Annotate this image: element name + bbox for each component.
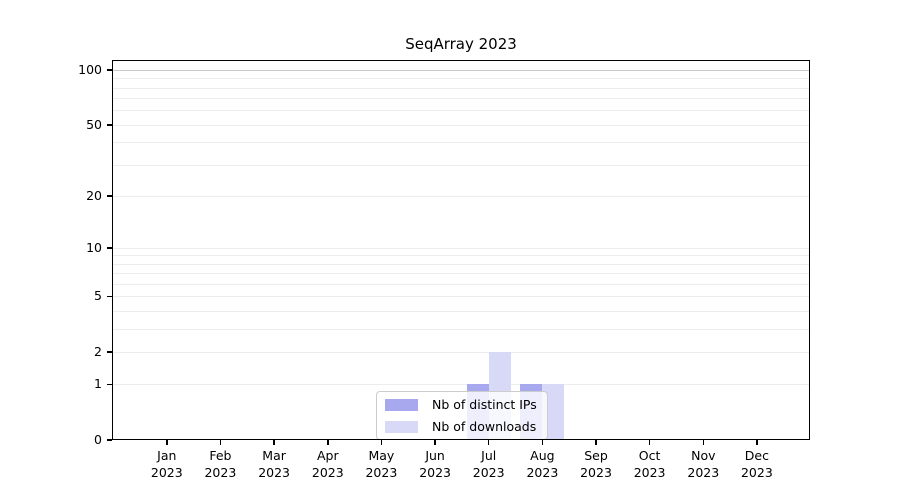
gridline: [112, 110, 810, 112]
x-tick-month: May: [368, 448, 395, 463]
axes-spines: [112, 60, 810, 440]
x-tick-month: Mar: [262, 448, 286, 463]
gridline: [112, 98, 810, 100]
x-tick-mark: [166, 440, 168, 445]
y-tick-mark: [107, 195, 112, 197]
x-tick-year: 2023: [526, 465, 559, 480]
y-tick-label: 2: [94, 343, 102, 359]
y-tick-mark: [107, 124, 112, 126]
x-tick-label: Jul 2023: [473, 447, 505, 481]
x-tick-year: 2023: [258, 465, 290, 480]
x-tick-year: 2023: [204, 465, 237, 480]
gridline: [112, 164, 810, 166]
x-tick-month: Sep: [584, 448, 608, 463]
x-tick-mark: [434, 440, 436, 445]
y-tick-mark: [107, 439, 112, 441]
x-tick-year: 2023: [419, 465, 451, 480]
x-tick-month: Jul: [481, 448, 497, 463]
gridline: [112, 328, 810, 330]
x-tick-label: Dec 2023: [741, 447, 773, 481]
gridline: [112, 78, 810, 80]
y-tick-mark: [107, 351, 112, 353]
legend-label-distinct-ips: Nb of distinct IPs: [432, 397, 537, 412]
x-tick-label: Oct 2023: [634, 447, 666, 481]
gridline: [112, 284, 810, 285]
gridline: [112, 195, 810, 197]
x-tick-mark: [219, 440, 222, 445]
x-tick-label: Jun 2023: [419, 447, 451, 481]
y-tick-mark: [107, 295, 112, 298]
x-tick-year: 2023: [633, 465, 666, 480]
gridline: [112, 273, 810, 275]
gridline: [112, 70, 810, 71]
x-tick-label: Jan 2023: [151, 447, 183, 481]
x-tick-label: Mar 2023: [258, 447, 290, 481]
gridline: [112, 384, 810, 386]
legend: Nb of distinct IPs Nb of downloads: [376, 391, 548, 440]
x-tick-year: 2023: [150, 465, 183, 480]
y-tick-label: 20: [86, 187, 102, 203]
legend-item-distinct-ips: Nb of distinct IPs: [385, 396, 537, 413]
y-tick-mark: [107, 247, 112, 249]
y-tick-label: 100: [78, 62, 102, 77]
gridline: [112, 87, 810, 89]
x-tick-mark: [702, 440, 704, 445]
x-tick-mark: [273, 440, 275, 445]
x-tick-label: Feb 2023: [204, 447, 236, 481]
x-tick-year: 2023: [740, 465, 773, 480]
x-tick-label: May 2023: [365, 447, 397, 481]
x-tick-label: Apr 2023: [312, 447, 344, 481]
gridline: [112, 351, 810, 353]
y-tick-label: 50: [86, 116, 102, 132]
x-tick-mark: [541, 440, 544, 445]
x-tick-year: 2023: [365, 465, 398, 480]
chart-title: SeqArray 2023: [405, 35, 517, 53]
x-tick-month: Oct: [638, 448, 661, 463]
x-tick-month: Jan: [157, 448, 177, 463]
x-tick-label: Nov 2023: [687, 447, 719, 481]
x-tick-month: Apr: [316, 448, 339, 463]
x-tick-month: Feb: [209, 448, 232, 463]
x-tick-month: Dec: [744, 448, 769, 463]
x-tick-mark: [648, 440, 651, 445]
gridline: [112, 247, 810, 249]
x-tick-year: 2023: [311, 465, 344, 480]
y-tick-mark: [107, 383, 112, 386]
x-tick-mark: [756, 440, 758, 445]
x-tick-month: Aug: [530, 448, 555, 463]
gridline: [112, 296, 810, 298]
x-tick-mark: [487, 440, 490, 445]
bar-downloads-aug: [542, 384, 565, 440]
x-tick-year: 2023: [472, 465, 505, 480]
gridline: [112, 263, 810, 265]
y-tick-label: 10: [86, 239, 102, 255]
gridline: [112, 124, 810, 126]
x-tick-mark: [380, 440, 383, 445]
gridline: [112, 255, 810, 257]
x-tick-year: 2023: [687, 465, 720, 480]
x-tick-mark: [327, 440, 329, 445]
legend-item-downloads: Nb of downloads: [385, 418, 537, 435]
legend-swatch-downloads: [385, 420, 418, 433]
legend-label-downloads: Nb of downloads: [432, 419, 537, 434]
gridline: [112, 311, 810, 312]
x-tick-label: Sep 2023: [580, 447, 612, 481]
x-tick-mark: [595, 440, 597, 445]
y-tick-label: 5: [94, 288, 102, 304]
y-tick-label: 1: [94, 376, 102, 392]
x-tick-month: Nov: [691, 448, 716, 463]
x-tick-month: Jun: [425, 448, 445, 463]
y-tick-label: 0: [94, 432, 102, 447]
x-tick-label: Aug 2023: [526, 447, 558, 481]
gridline: [112, 142, 810, 144]
x-tick-year: 2023: [580, 465, 612, 480]
legend-swatch-distinct-ips: [385, 398, 418, 411]
y-tick-mark: [107, 69, 112, 71]
plot-area: 0 1 2 5 10 20 50 100 Jan 2023 Feb 2023 Mar 2023 Apr 202…: [78, 60, 810, 480]
